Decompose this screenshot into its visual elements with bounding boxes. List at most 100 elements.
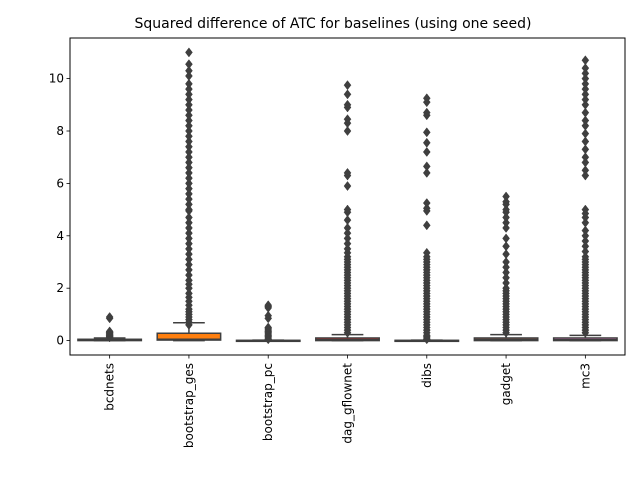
outlier-point [581,107,590,118]
outlier-point [343,89,352,100]
y-tick-label: 4 [56,229,64,243]
y-tick-label: 2 [56,281,64,295]
y-tick-label: 8 [56,124,64,138]
outlier-point [581,120,590,131]
outlier-point [343,243,352,254]
box-bcdnets [77,312,143,343]
outlier-point [422,137,431,148]
outlier-point [264,300,273,311]
outlier-point [185,270,193,281]
outlier-point [343,126,352,136]
outlier-point [502,262,510,273]
outlier-point [581,225,590,236]
outlier-point [581,63,590,74]
outlier-point [581,99,590,110]
outlier-point [502,277,510,288]
box-bootstrap_pc [235,300,301,345]
outlier-point [343,204,352,215]
outlier-point [581,136,590,147]
outlier-point [502,212,510,223]
outlier-point [185,136,193,147]
outlier-point [581,144,590,155]
outlier-point [581,68,590,79]
outlier-point [581,115,590,126]
outlier-point [264,322,273,333]
outlier-point [185,173,193,184]
outlier-point [185,183,193,194]
box-dag_gflownet [315,80,380,342]
outlier-point [422,127,431,138]
y-axis: 0 2 4 6 8 10 [49,72,70,348]
outlier-point [185,94,193,105]
outlier-point [581,165,590,176]
outlier-point [581,78,590,89]
outlier-point [343,233,352,244]
outlier-point [581,230,590,241]
x-tick-label: dibs [420,363,434,388]
x-tick-label: bcdnets [103,363,117,411]
outlier-point [581,152,590,163]
outlier-point [185,254,193,265]
outlier-point [502,233,510,244]
outlier-point [502,267,510,278]
outlier-point [185,110,193,121]
outlier-point [185,147,193,157]
outlier-point [185,228,193,239]
outlier-point [422,147,431,157]
outlier-point [581,217,590,228]
y-tick-label: 6 [56,176,64,190]
outlier-point [343,228,352,239]
outlier-point [343,222,352,233]
outlier-point [422,167,431,178]
y-tick-label: 10 [49,72,64,86]
x-tick-label: bootstrap_pc [261,363,275,441]
outlier-point [185,126,193,136]
box-mc3 [552,55,618,342]
outlier-point [502,272,510,283]
outlier-point [185,84,193,95]
outlier-point [185,162,193,173]
outlier-point [185,222,193,233]
outlier-point [185,243,193,254]
outlier-point [185,259,193,270]
outlier-point [105,326,114,337]
outlier-point [581,246,590,257]
outlier-point [185,178,193,189]
outlier-point [502,283,510,294]
outlier-point [581,157,590,168]
chart-title: Squared difference of ATC for baselines … [135,16,532,32]
box-gadget [473,191,539,342]
x-tick-label: gadget [499,363,513,406]
outlier-point [502,191,510,202]
outlier-point [105,312,114,322]
outlier-point [422,107,431,118]
outlier-point [502,204,510,215]
outlier-point [185,47,193,58]
x-tick-label: dag_gflownet [341,363,355,444]
outlier-point [581,128,590,139]
outlier-point [185,157,193,168]
outlier-point [185,188,193,199]
outlier-point [185,264,193,275]
outlier-point [343,215,352,226]
outlier-point [185,249,193,260]
outlier-point [185,99,193,110]
outlier-point [581,55,590,66]
outlier-point [185,89,193,100]
box-iqr [156,332,222,341]
box-bootstrap_ges [156,47,222,342]
outlier-point [185,288,193,299]
outlier-point [581,170,590,181]
y-tick-label: 0 [56,334,64,348]
x-tick-label: mc3 [578,363,592,389]
outlier-point [502,217,510,228]
outlier-point [502,196,510,207]
outlier-point [185,275,193,286]
outlier-point [422,198,431,209]
outlier-point [343,99,352,110]
outlier-point [502,257,510,267]
outlier-point [422,247,431,258]
outlier-point [581,241,590,252]
outlier-point [581,84,590,95]
